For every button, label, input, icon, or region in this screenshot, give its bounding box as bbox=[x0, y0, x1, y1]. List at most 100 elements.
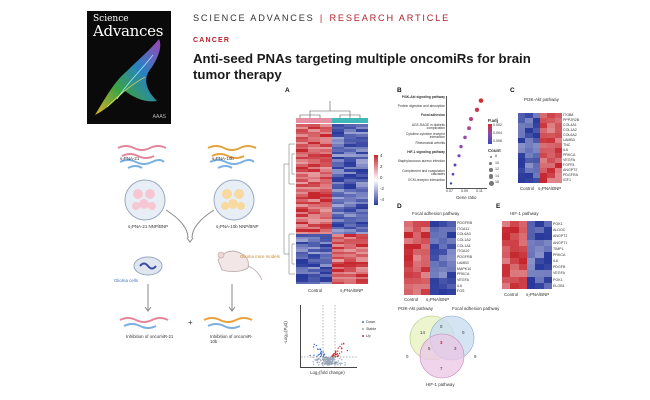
dotplot-point bbox=[449, 182, 453, 185]
heatmap-cell bbox=[320, 254, 333, 257]
heatmap-cell bbox=[332, 261, 345, 265]
gene-label: COL1A2 bbox=[563, 128, 577, 132]
heatmap-cell bbox=[356, 166, 369, 170]
count-legend-value: 12 bbox=[495, 167, 499, 171]
volcano-point bbox=[318, 364, 320, 366]
heatmap-cell bbox=[320, 279, 333, 282]
heatmap-cell bbox=[344, 129, 357, 132]
heatmap-cell bbox=[344, 126, 357, 130]
heatmap-cell bbox=[320, 159, 333, 162]
heatmap-cell bbox=[412, 221, 422, 227]
heatmap-cell bbox=[332, 206, 345, 210]
venn-num-4: 5 bbox=[428, 346, 431, 351]
gene-label: ITGA11 bbox=[457, 226, 470, 231]
heatmap-cell bbox=[518, 163, 526, 169]
heatmap-cell bbox=[344, 264, 357, 267]
dotplot-b-legend-bar bbox=[488, 124, 492, 144]
heatmap-cell bbox=[332, 231, 345, 235]
volcano-legend-label: Stable bbox=[366, 327, 377, 331]
heatmap-cell bbox=[320, 211, 333, 215]
gene-label: PRKCA bbox=[563, 153, 576, 157]
volcano-plot bbox=[300, 305, 357, 368]
heatmap-cell bbox=[356, 189, 369, 192]
heatmap-cell bbox=[332, 146, 345, 150]
volcano-legend: Down Stable Up bbox=[362, 320, 382, 344]
heatmap-cell bbox=[430, 226, 439, 233]
volcano-point bbox=[322, 359, 325, 361]
graphical-abstract: s₂PNA-21 s₂PNA-10b s₂PNA-21 NNP/BNP s₂PN… bbox=[100, 138, 280, 370]
volcano-point bbox=[312, 363, 315, 366]
venn-num-8: 9 bbox=[474, 354, 477, 359]
volcano-point bbox=[339, 358, 341, 360]
heatmap-cell bbox=[404, 243, 413, 250]
gene-label: IL6 bbox=[457, 283, 462, 288]
heatmap-cell bbox=[421, 266, 431, 273]
colorbar-tick: 4 bbox=[380, 153, 383, 158]
dotplot-b-points bbox=[449, 98, 484, 185]
heatmap-cell bbox=[356, 219, 369, 222]
heatmap-cell bbox=[510, 227, 519, 234]
heatmap-cell bbox=[344, 216, 357, 220]
volcano-point bbox=[315, 344, 318, 347]
heatmap-cell bbox=[532, 148, 541, 154]
heatmap-cell bbox=[421, 272, 431, 279]
heatmap-cell bbox=[332, 156, 345, 160]
heatmap-cell bbox=[332, 149, 345, 152]
heatmap-cell bbox=[412, 255, 422, 262]
heatmap-cell bbox=[447, 255, 457, 262]
heatmap-cell bbox=[296, 176, 309, 180]
heatmap-cell bbox=[502, 221, 511, 228]
heatmap-cell bbox=[296, 236, 309, 240]
heatmap-cell bbox=[296, 181, 309, 185]
heatmap-cell bbox=[296, 126, 309, 130]
volcano-point bbox=[333, 363, 335, 365]
heatmap-cell bbox=[532, 123, 541, 129]
pathway-label: Focal adhesion bbox=[421, 113, 445, 118]
panel-b-letter: B bbox=[397, 87, 402, 94]
heatmap-a-colorbar bbox=[374, 155, 378, 205]
heatmap-cell bbox=[344, 251, 357, 255]
heatmap-cell bbox=[332, 211, 345, 215]
heatmap-cell bbox=[543, 239, 553, 246]
heatmap-cell bbox=[356, 184, 369, 187]
heatmap-cell bbox=[296, 251, 309, 255]
heatmap-cell bbox=[296, 246, 309, 250]
volcano-point bbox=[330, 358, 332, 360]
volcano-point bbox=[324, 358, 326, 361]
heatmap-cell bbox=[447, 238, 457, 245]
heatmap-cell bbox=[308, 209, 321, 212]
gene-label: PGK1 bbox=[553, 222, 563, 226]
gene-label: ALDOC bbox=[553, 228, 566, 233]
heatmap-cell bbox=[447, 272, 457, 279]
heatmap-cell bbox=[332, 129, 345, 132]
heatmap-cell bbox=[543, 227, 553, 234]
heatmap-cell bbox=[502, 227, 511, 234]
heatmap-cell bbox=[532, 158, 541, 164]
heatmap-cell bbox=[547, 133, 555, 139]
heatmap-cell bbox=[320, 156, 333, 160]
heatmap-cell bbox=[540, 178, 548, 184]
heatmap-cell bbox=[344, 161, 357, 165]
heatmap-cell bbox=[547, 168, 555, 174]
heatmap-cell bbox=[356, 156, 369, 160]
heatmap-cell bbox=[447, 289, 457, 296]
heatmap-cell bbox=[554, 128, 563, 134]
heatmap-cell bbox=[356, 204, 369, 207]
heatmap-cell bbox=[518, 227, 528, 234]
gene-label: LAMB3 bbox=[457, 260, 469, 265]
heatmap-cell bbox=[554, 113, 563, 119]
colorbar-tick: -4 bbox=[380, 197, 384, 202]
volcano-point bbox=[331, 361, 333, 363]
heatmap-cell bbox=[525, 173, 533, 179]
heatmap-cell bbox=[320, 186, 333, 190]
heatmap-cell bbox=[547, 113, 555, 119]
heatmap-cell bbox=[356, 124, 369, 127]
venn-label-pi3k: PI3K-Akt pathway bbox=[398, 306, 433, 311]
volcano-point bbox=[333, 356, 335, 358]
heatmap-cell bbox=[296, 269, 309, 272]
heatmap-a-xlabel-control: Control bbox=[308, 288, 323, 293]
heatmap-cell bbox=[332, 189, 345, 192]
heatmap-cell bbox=[535, 264, 544, 271]
venn-center-count: 3 bbox=[440, 340, 443, 345]
heatmap-d-genes: PDGFRB ITGA11 COL6A3 COL1A2 COL1A1 ITGA10 PDGF… bbox=[457, 221, 477, 295]
